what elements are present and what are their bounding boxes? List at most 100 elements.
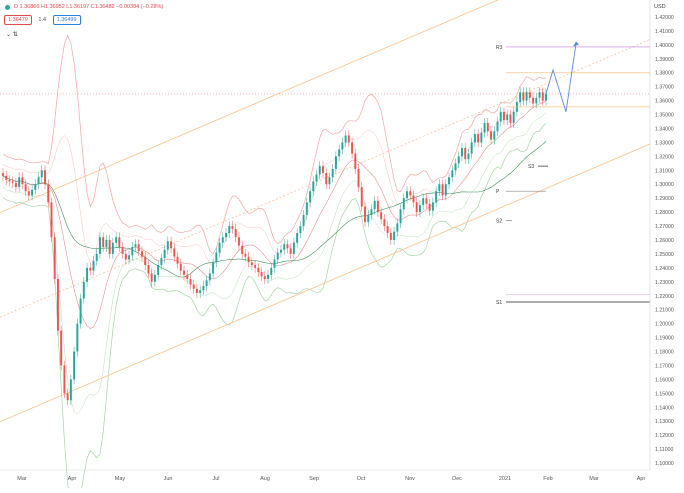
candle-body	[144, 256, 147, 266]
y-tick-label: 1.11000	[655, 447, 673, 453]
y-tick-label: 1.16000	[655, 377, 674, 383]
x-tick-label: Apr	[637, 476, 646, 482]
x-tick-label: Oct	[357, 476, 366, 482]
y-tick-label: 1.22000	[655, 294, 674, 300]
candle-body	[60, 330, 63, 366]
candle-body	[176, 256, 179, 264]
candle-body	[111, 242, 114, 254]
candle-body	[422, 198, 425, 206]
candle-body	[73, 351, 76, 380]
candle-body	[503, 111, 505, 121]
candle-body	[467, 153, 470, 160]
candle-body	[53, 237, 56, 280]
x-tick-label: Aug	[260, 476, 270, 482]
candle-body	[115, 237, 118, 243]
y-tick-label: 1.30000	[655, 182, 674, 188]
y-tick-label: 1.32000	[655, 154, 674, 160]
y-tick-label: 1.13000	[655, 419, 674, 425]
candle-body	[56, 279, 59, 331]
candle-body	[493, 131, 496, 140]
candle-body	[27, 191, 30, 196]
y-tick-label: 1.19000	[655, 336, 674, 342]
sell-price-box[interactable]: 1.36479	[4, 15, 32, 25]
level-label-s1: S1	[496, 300, 502, 306]
candle-body	[396, 223, 399, 232]
y-tick-label: 1.14000	[655, 405, 674, 411]
candle-body	[322, 166, 324, 174]
candle-body	[205, 280, 208, 286]
candle-body	[24, 184, 27, 192]
lower-band-outer	[2, 122, 547, 493]
candle-body	[528, 92, 531, 98]
candle-body	[509, 114, 512, 123]
candle-body	[412, 195, 415, 203]
y-tick-label: 1.24000	[655, 266, 674, 272]
candle-body	[8, 180, 11, 182]
candle-body	[2, 173, 4, 176]
candle-body	[347, 135, 350, 143]
candle-body	[34, 184, 37, 190]
candle-body	[273, 259, 276, 268]
candle-body	[470, 142, 473, 154]
level-label-s2: S2	[496, 218, 502, 224]
candle-body	[451, 170, 454, 178]
candle-body	[473, 134, 476, 143]
candle-body	[98, 237, 101, 254]
candle-body	[383, 219, 386, 227]
candle-body	[457, 156, 460, 164]
x-tick-label: Jun	[164, 476, 173, 482]
candle-body	[208, 273, 211, 281]
candle-body	[283, 244, 286, 250]
y-tick-label: 1.28000	[655, 210, 674, 216]
candle-body	[364, 206, 366, 222]
candle-body	[244, 253, 247, 257]
candle-body	[409, 191, 412, 196]
level-label-s3: S3	[528, 164, 534, 170]
y-tick-label: 1.12000	[655, 433, 674, 439]
channel-mid-line	[0, 39, 651, 318]
x-tick-label: Mar	[17, 476, 27, 482]
candle-body	[202, 286, 205, 291]
candle-body	[486, 122, 489, 132]
y-tick-label: 1.31000	[655, 168, 674, 174]
status-dot-icon	[5, 5, 10, 10]
candle-body	[454, 163, 457, 171]
candle-body	[137, 244, 140, 252]
candle-body	[406, 191, 408, 199]
buy-price-box[interactable]: 1.36499	[52, 15, 81, 25]
y-tick-label: 1.40000	[655, 43, 674, 49]
candle-body	[150, 273, 153, 282]
projection-arrow-icon	[573, 41, 579, 47]
candle-body	[82, 281, 85, 299]
candle-body	[393, 231, 396, 240]
candle-body	[195, 288, 198, 293]
candle-body	[157, 265, 160, 275]
candle-body	[292, 242, 295, 254]
collapse-toggle-icon[interactable]: ⌄ ⇅	[6, 32, 18, 38]
candle-body	[309, 191, 312, 203]
candle-body	[118, 237, 121, 247]
x-tick-label: Dec	[452, 476, 462, 482]
y-tick-label: 1.20000	[655, 322, 674, 328]
indicator-legend[interactable]: 1.36479 1.4 1.36499	[4, 15, 84, 25]
candle-body	[31, 189, 34, 196]
candle-body	[14, 182, 17, 188]
candle-body	[231, 226, 234, 229]
candle-body	[538, 92, 541, 98]
candle-body	[186, 274, 189, 280]
x-tick-label: Jul	[212, 476, 219, 482]
candle-body	[296, 233, 299, 243]
candle-body	[160, 258, 163, 266]
candle-body	[44, 170, 46, 185]
candle-body	[351, 142, 354, 154]
candle-body	[147, 265, 150, 274]
y-tick-label: 1.25000	[655, 252, 674, 258]
y-tick-label: 1.34000	[655, 126, 674, 132]
candle-body	[386, 226, 389, 234]
candle-body	[315, 174, 318, 182]
candle-body	[325, 173, 328, 185]
candle-body	[192, 284, 195, 289]
